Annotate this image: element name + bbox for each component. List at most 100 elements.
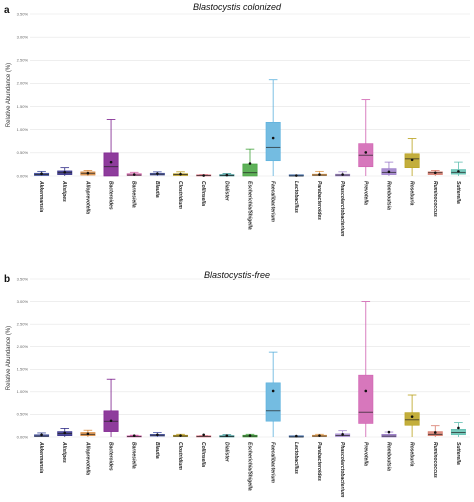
y-tick-label: 1.50%	[17, 104, 29, 109]
x-category-label: Akkermansia	[38, 441, 44, 473]
box-iqr	[450, 429, 466, 436]
x-category-label: Dialister	[223, 442, 229, 463]
mean-point	[248, 162, 252, 165]
mean-point	[109, 160, 113, 164]
mean-point	[63, 170, 67, 174]
panel-b-header: b Blastocystis-free	[4, 270, 270, 285]
box-iqr	[103, 152, 119, 177]
x-category-label: Blautia	[154, 181, 160, 198]
x-category-label: Ruminococcus	[432, 442, 438, 478]
mean-point	[410, 158, 414, 162]
mean-point	[295, 174, 298, 177]
chart-panel-a: 0.00% 0.50% 1.00% 1.50% 2.00% 2.50% 3.00% 3.50%…	[6, 11, 470, 237]
box-ruminococcus	[427, 170, 443, 176]
mean-point	[86, 171, 90, 175]
box-iqr	[265, 122, 281, 162]
x-category-label: Barnesiella	[131, 181, 137, 208]
panel-b-title: Blastocystis-free	[204, 270, 270, 280]
x-category-label: Collinsella	[200, 181, 206, 206]
mean-point	[86, 432, 90, 436]
box-blautia	[149, 171, 165, 176]
x-category-label: Roseburia	[409, 181, 415, 206]
x-category-label: Lactobacillus	[293, 181, 299, 213]
mean-point	[63, 431, 67, 435]
y-axis-label: Relative Abundance (%)	[6, 326, 12, 390]
mean-point	[225, 173, 229, 177]
box-faecalibacterium	[265, 351, 281, 437]
x-category-label: Barnesiella	[131, 442, 137, 469]
box-dialister	[219, 173, 235, 177]
box-romboutsia	[381, 430, 397, 438]
box-roseburia	[404, 138, 420, 176]
box-roseburia	[404, 394, 420, 437]
mean-point	[318, 173, 321, 176]
box-alistipes	[57, 167, 73, 176]
panel-b-label: b	[4, 274, 10, 285]
x-category-label: Bacteroides	[108, 442, 114, 471]
y-tick-label: 3.50%	[17, 11, 29, 16]
box-prevotella	[358, 301, 374, 437]
mean-point	[109, 419, 113, 423]
box-parabacteroides	[311, 433, 327, 437]
box-akkermansia	[34, 432, 50, 437]
y-tick-label: 1.50%	[17, 367, 29, 372]
mean-point	[40, 172, 43, 175]
panel-a-label: a	[4, 5, 10, 16]
box-bacteroides	[103, 119, 119, 177]
x-category-label: Collinsella	[200, 442, 206, 467]
mean-point	[179, 434, 182, 437]
box-ruminococcus	[427, 425, 443, 437]
mean-point	[457, 426, 460, 430]
x-category-label: Parabacteroides	[316, 442, 322, 481]
mean-point	[132, 434, 136, 437]
box-lactobacillus	[288, 434, 304, 438]
x-category-label: Akkermansia	[38, 180, 44, 212]
x-category-label: Dialister	[223, 181, 229, 202]
panel-a-title: Blastocystis colonized	[193, 2, 282, 12]
x-category-label: Blautia	[154, 442, 160, 459]
box-escherichia-shigella	[242, 433, 258, 438]
y-tick-label: 2.00%	[17, 81, 29, 86]
panel-a-header: a Blastocystis colonized	[4, 2, 282, 16]
mean-point	[156, 433, 159, 437]
mean-point	[364, 151, 368, 154]
box-parabacteroides	[311, 170, 327, 176]
y-tick-label: 0.00%	[17, 173, 29, 178]
x-category-label: Alloprevotella	[84, 180, 90, 214]
box-alloprevotella	[80, 170, 96, 176]
x-category-label: Clostridium	[177, 181, 183, 209]
y-tick-label: 2.50%	[17, 321, 29, 326]
box-barnesiella	[126, 434, 142, 438]
y-tick-label: 3.00%	[17, 299, 29, 304]
y-tick-label: 2.00%	[17, 344, 29, 349]
mean-point	[457, 170, 460, 173]
box-barnesiella	[126, 171, 142, 176]
box-iqr	[381, 433, 397, 438]
box-blautia	[149, 432, 165, 437]
box-bacteroides	[103, 378, 119, 437]
x-category-label: Roseburia	[409, 442, 415, 467]
box-phascolarctobacterium	[335, 171, 351, 177]
box-iqr	[358, 374, 374, 424]
box-prevotella	[358, 99, 374, 176]
mean-point	[387, 170, 391, 174]
x-category-label: Sutterella	[455, 181, 461, 204]
box-escherichia-shigella	[242, 148, 258, 177]
x-category-label: Phascolarctobacterium	[339, 442, 345, 498]
mean-point	[40, 433, 43, 437]
box-clostridium	[173, 171, 189, 176]
y-tick-label: 1.00%	[17, 127, 29, 132]
box-sutterella	[450, 161, 466, 176]
chart-panel-b: 0.00% 0.50% 1.00% 1.50% 2.00% 2.50% 3.00% 3.50%…	[6, 276, 470, 498]
x-category-label: Romboutsia	[385, 442, 391, 471]
mean-point	[271, 136, 275, 140]
box-iqr	[404, 412, 420, 426]
mean-point	[271, 389, 275, 393]
box-alistipes	[57, 428, 73, 437]
x-category-label: Clostridium	[177, 442, 183, 470]
mean-point	[364, 389, 368, 393]
box-iqr	[265, 382, 281, 422]
y-tick-label: 0.00%	[17, 434, 29, 439]
y-tick-label: 0.50%	[17, 150, 29, 155]
